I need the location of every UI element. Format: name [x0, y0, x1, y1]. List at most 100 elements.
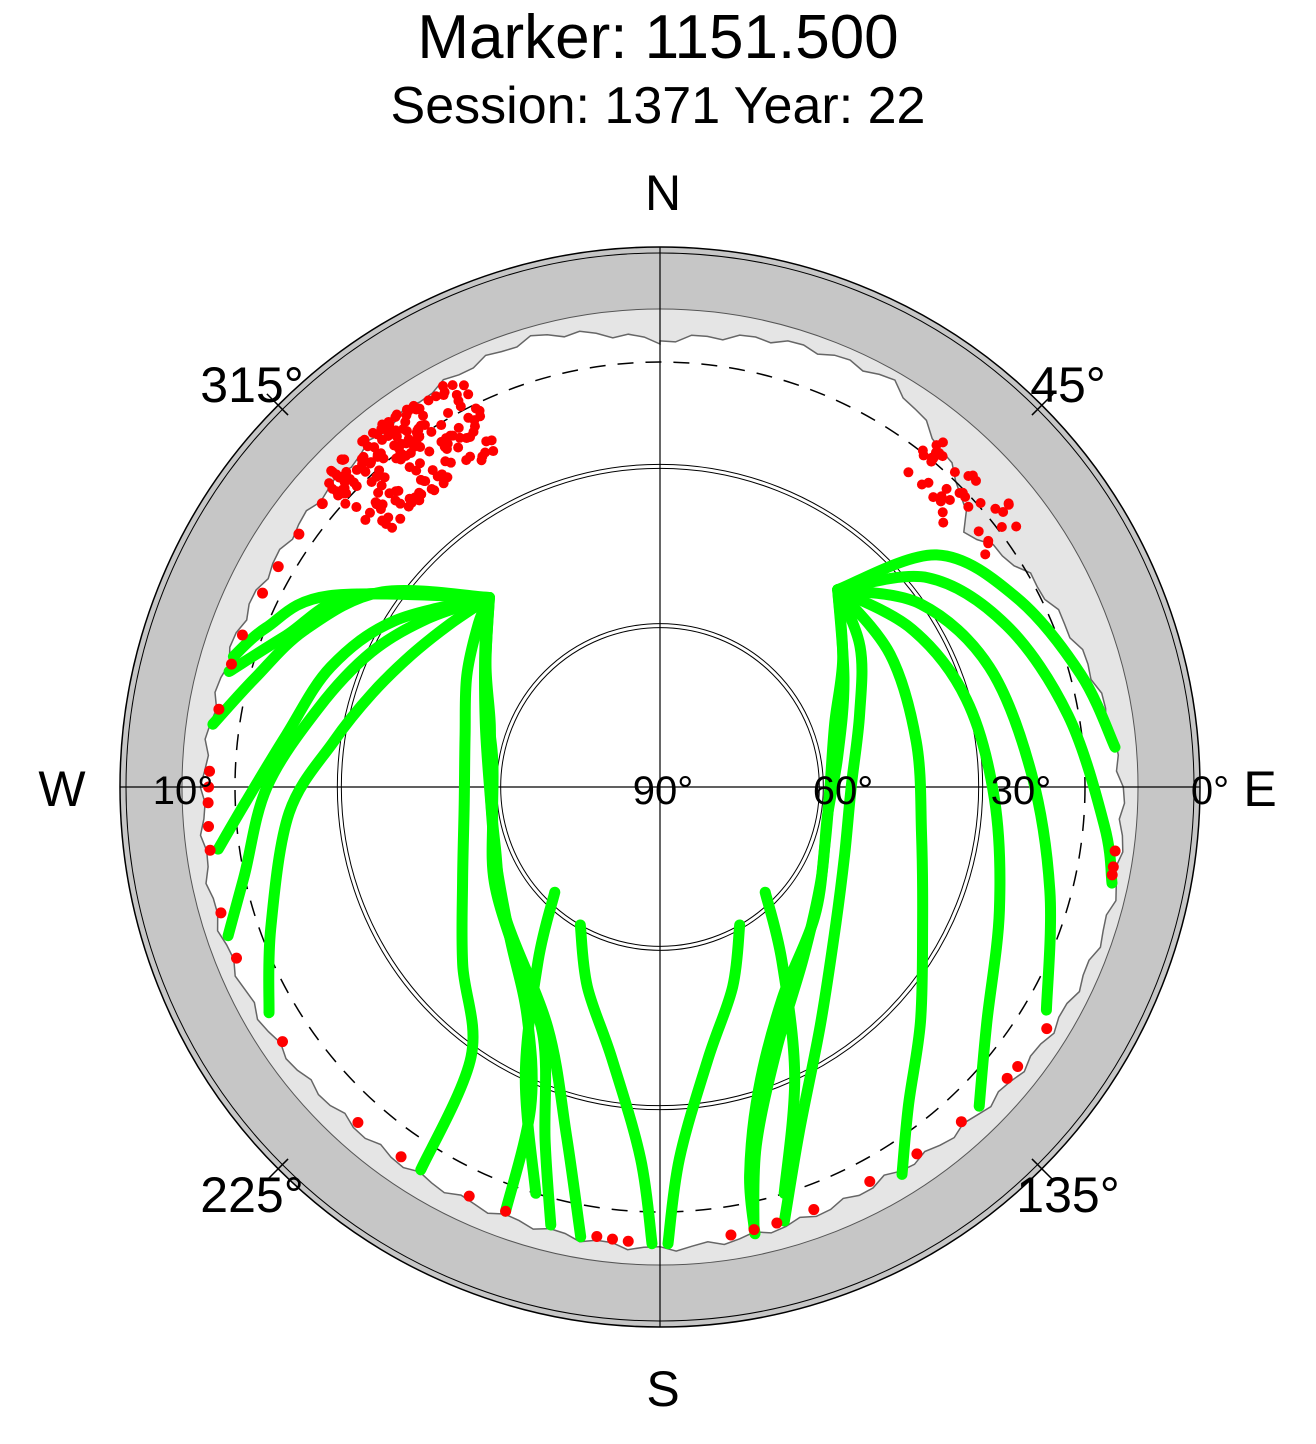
track-endpoint: [225, 658, 237, 670]
masked-point: [476, 455, 487, 466]
masked-point: [370, 497, 381, 508]
masked-point: [436, 469, 447, 480]
masked-point: [415, 420, 426, 431]
masked-point: [387, 522, 398, 533]
masked-point: [414, 495, 425, 506]
track-12: [778, 584, 868, 1227]
track-14: [832, 584, 1006, 1112]
masked-point: [480, 447, 491, 458]
masked-point: [488, 446, 499, 457]
azimuth-tick-315: [266, 393, 289, 416]
masked-point: [973, 526, 984, 537]
track-endpoint: [293, 528, 305, 540]
masked-point: [916, 479, 927, 490]
masked-point: [377, 434, 388, 445]
masked-point: [439, 441, 450, 452]
track-19: [662, 919, 746, 1250]
track-endpoint: [204, 765, 216, 777]
masked-point: [377, 419, 388, 430]
azimuth-label-135: 135°: [1016, 1167, 1119, 1223]
masked-point: [470, 403, 481, 414]
azimuth-tick-225: [266, 1158, 289, 1181]
elevation-label-0: 0°: [1191, 769, 1229, 813]
masked-point: [949, 467, 960, 478]
masked-point: [414, 403, 425, 414]
masked-point: [963, 501, 974, 512]
track-endpoint: [463, 1190, 475, 1202]
masked-point: [360, 514, 371, 525]
track-endpoint: [213, 703, 225, 715]
elevation-label-90: 90°: [633, 769, 694, 813]
masked-point: [364, 507, 375, 518]
masked-point: [928, 492, 939, 503]
masked-observations: [202, 380, 1121, 1247]
masked-point: [401, 438, 412, 449]
masked-point: [395, 513, 406, 524]
masked-point: [344, 474, 355, 485]
track-endpoint: [316, 498, 328, 510]
track-endpoint: [622, 1235, 634, 1247]
masked-point: [437, 381, 448, 392]
masked-point: [475, 411, 486, 422]
track-2: [479, 592, 538, 1217]
track-5: [222, 592, 495, 942]
track-16: [832, 570, 1118, 889]
track-endpoint: [725, 1229, 737, 1241]
track-endpoint: [955, 1116, 967, 1128]
track-6: [212, 592, 495, 855]
masked-point: [461, 455, 472, 466]
masked-point: [372, 449, 383, 460]
track-20: [519, 886, 561, 1199]
masked-point: [366, 457, 377, 468]
track-endpoint: [215, 907, 227, 919]
elevation-label-30: 30°: [991, 769, 1052, 813]
axis-labels: N S W E 45° 135° 225° 315° 90° 60° 30° 0…: [38, 165, 1276, 1417]
masked-point: [465, 432, 476, 443]
masked-point: [351, 464, 362, 475]
track-endpoint: [257, 587, 269, 599]
track-endpoint: [231, 952, 243, 964]
masked-point: [944, 494, 955, 505]
masked-point: [963, 470, 974, 481]
masked-point: [384, 488, 395, 499]
cardinal-west: W: [38, 761, 86, 817]
masked-point: [453, 422, 464, 433]
masked-point: [453, 395, 464, 406]
track-endpoint: [771, 1217, 783, 1229]
azimuth-tick-135: [1031, 1158, 1054, 1181]
masked-point: [975, 497, 986, 508]
track-endpoint: [1106, 869, 1118, 881]
masked-point: [327, 483, 338, 494]
track-endpoint: [591, 1231, 603, 1243]
cardinal-east: E: [1243, 761, 1276, 817]
masked-point: [447, 380, 458, 391]
masked-point: [443, 407, 454, 418]
track-3: [415, 592, 495, 1176]
track-endpoint: [203, 781, 215, 793]
masked-point: [390, 495, 401, 506]
masked-point: [371, 471, 382, 482]
azimuth-label-45: 45°: [1030, 357, 1106, 413]
satellite-tracks: [207, 549, 1121, 1250]
cardinal-south: S: [646, 1361, 679, 1417]
azimuth-tick-45: [1031, 393, 1054, 416]
track-13: [832, 584, 929, 1180]
track-endpoint: [1012, 1060, 1024, 1072]
elevation-label-60: 60°: [813, 769, 874, 813]
masked-point: [996, 522, 1007, 533]
masked-point: [409, 441, 420, 452]
masked-point: [1003, 499, 1014, 510]
masked-point: [980, 549, 991, 560]
masked-point: [990, 503, 1001, 514]
masked-point: [436, 420, 447, 431]
masked-point: [954, 487, 965, 498]
masked-point: [998, 506, 1009, 517]
masked-point: [340, 498, 351, 509]
masked-point: [983, 538, 994, 549]
chart-title: Marker: 1151.500: [417, 3, 899, 72]
masked-point: [453, 442, 464, 453]
track-17: [832, 549, 1121, 753]
azimuth-label-315: 315°: [200, 357, 303, 413]
masked-point: [414, 487, 425, 498]
